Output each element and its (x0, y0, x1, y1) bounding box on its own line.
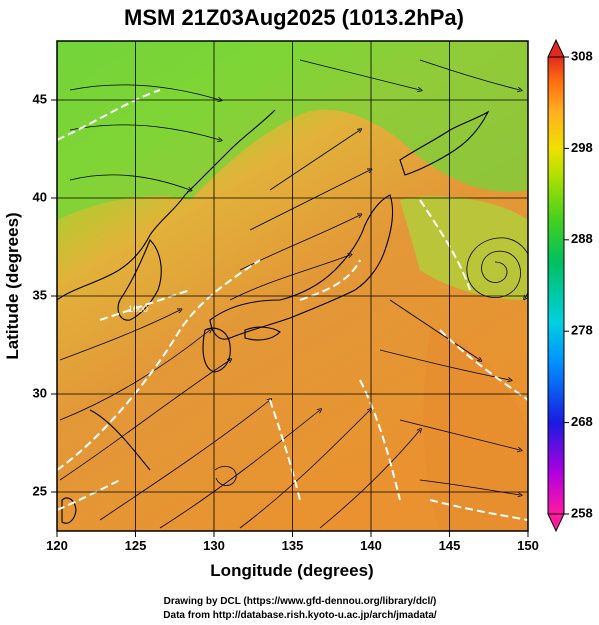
honshu-island (209, 194, 394, 340)
small-vortex (214, 465, 237, 486)
isobar-label: 1000 (128, 304, 148, 314)
colorbar-tick-label: 298 (571, 140, 593, 155)
y-axis-label: Latitude (degrees) (3, 212, 22, 359)
x-tick-label: 135 (282, 538, 304, 553)
y-tick-label: 35 (33, 287, 47, 302)
colorbar-scale (547, 56, 565, 515)
streamlines (59, 59, 528, 529)
y-tick-label: 30 (33, 385, 47, 400)
plot-area: 1000 (57, 41, 528, 531)
colorbar-tick-label: 258 (571, 505, 593, 520)
korea-peninsula (117, 239, 162, 321)
x-tick-label: 125 (125, 538, 147, 553)
taiwan-island (61, 497, 77, 524)
colorbar-tick-label: 268 (571, 414, 593, 429)
y-tick-label: 45 (33, 91, 47, 106)
x-axis-label: Longitude (degrees) (210, 561, 373, 580)
y-tick-label: 40 (33, 189, 47, 204)
cool-air-region (57, 41, 528, 220)
x-tick-marks (56, 531, 529, 537)
grid-lines (57, 41, 528, 531)
x-tick-label: 140 (360, 538, 382, 553)
hokkaido-island (399, 110, 490, 176)
colorbar-max-arrow (547, 38, 565, 58)
y-tick-label: 25 (33, 483, 47, 498)
y-tick-labels: 25 30 35 40 45 (33, 91, 47, 498)
colorbar-min-arrow (547, 513, 565, 533)
shikoku-island (244, 326, 281, 341)
x-tick-label: 150 (517, 538, 539, 553)
colorbar-tick-label: 278 (571, 323, 593, 338)
kyushu-island (202, 327, 231, 373)
continent-coast (57, 109, 276, 301)
east-china-coast (89, 409, 151, 471)
colorbar: 308 298 288 278 268 258 (547, 38, 593, 533)
x-tick-label: 120 (46, 538, 68, 553)
credit-data: Data from http://database.rish.kyoto-u.a… (163, 610, 437, 621)
x-tick-labels: 120 125 130 135 140 145 150 (46, 538, 539, 553)
x-tick-label: 145 (439, 538, 461, 553)
coastlines (57, 109, 490, 524)
northeast-cool-region (400, 196, 528, 300)
x-tick-label: 130 (203, 538, 225, 553)
colorbar-tick-label: 308 (571, 48, 593, 63)
cyclone-spiral (466, 237, 528, 298)
colorbar-tick-label: 288 (571, 231, 593, 246)
credit-drawing: Drawing by DCL (https://www.gfd-dennou.o… (164, 596, 437, 607)
y-tick-marks (51, 99, 57, 493)
map-title: MSM 21Z03Aug2025 (1013.2hPa) (124, 5, 464, 30)
